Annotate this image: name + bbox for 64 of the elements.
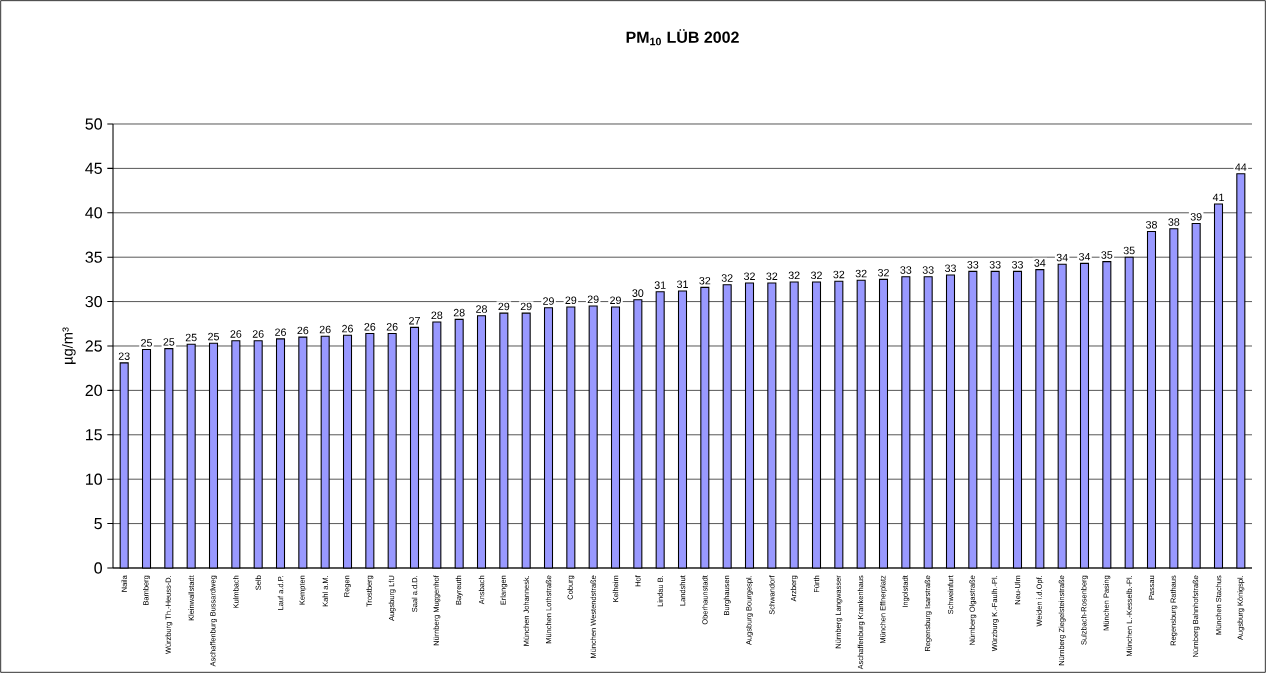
y-tick-label: 30 [85,295,102,308]
data-label: 26 [297,326,309,335]
data-label: 32 [810,271,822,280]
data-label: 38 [1145,220,1157,229]
y-tick-label: 5 [94,518,102,530]
y-tick-label: 0 [94,562,102,574]
data-label: 26 [230,330,242,338]
data-label: 32 [877,268,889,277]
y-tick-label: 10 [86,473,102,485]
data-label: 35 [1101,251,1113,259]
data-label: 26 [342,324,353,333]
data-label: 34 [1078,252,1091,261]
data-label: 30 [632,289,644,297]
y-tick-label: 20 [85,384,102,397]
data-label: 32 [699,276,711,285]
y-tick-label: 45 [85,162,102,174]
data-label: 25 [185,333,197,342]
data-label: 29 [610,296,621,304]
data-label: 26 [364,323,376,331]
data-label: 27 [409,316,420,325]
data-label: 26 [319,325,331,334]
data-label: 28 [453,308,465,317]
data-label: 35 [1123,246,1135,255]
data-label: 39 [1190,212,1202,221]
data-label: 32 [766,272,778,281]
y-tick-label: 25 [85,340,102,352]
y-tick-label: 50 [85,118,102,130]
y-tick-label: 35 [85,251,102,263]
y-tick-label: 40 [85,207,102,219]
data-label: 31 [654,281,666,289]
data-label: 29 [587,295,599,304]
data-label: 44 [1235,163,1247,171]
data-label: 25 [141,339,152,347]
data-label: 29 [498,302,510,311]
data-label: 33 [989,260,1001,269]
data-label: 26 [252,330,264,338]
data-label: 28 [431,311,443,320]
data-label: 23 [118,352,130,360]
data-label: 29 [565,296,577,304]
data-label: 33 [900,266,912,274]
y-axis-title: µg/m³ [61,327,76,364]
data-label: 33 [967,260,979,269]
data-label: 34 [1034,259,1046,267]
data-label: 25 [208,332,219,341]
data-label: 38 [1168,218,1180,226]
data-label: 33 [944,264,956,273]
data-label: 28 [476,305,487,313]
data-label: 29 [543,297,554,305]
data-label: 41 [1212,193,1224,201]
data-label: 31 [676,280,688,288]
chart-title: PM$_{10}$ LÜB 2002 [626,29,739,46]
data-label: 32 [855,269,867,278]
data-label: 25 [163,338,175,346]
data-label: 34 [1056,253,1068,262]
data-label: 33 [1011,260,1023,269]
data-label: 26 [275,328,286,336]
data-label: 26 [386,323,398,331]
data-label: 32 [833,270,845,279]
y-tick-label: 15 [86,429,102,441]
data-label: 29 [520,302,532,311]
data-label: 32 [788,271,800,280]
data-label: 32 [743,272,755,281]
data-label: 32 [721,274,733,282]
data-label: 33 [922,266,934,274]
